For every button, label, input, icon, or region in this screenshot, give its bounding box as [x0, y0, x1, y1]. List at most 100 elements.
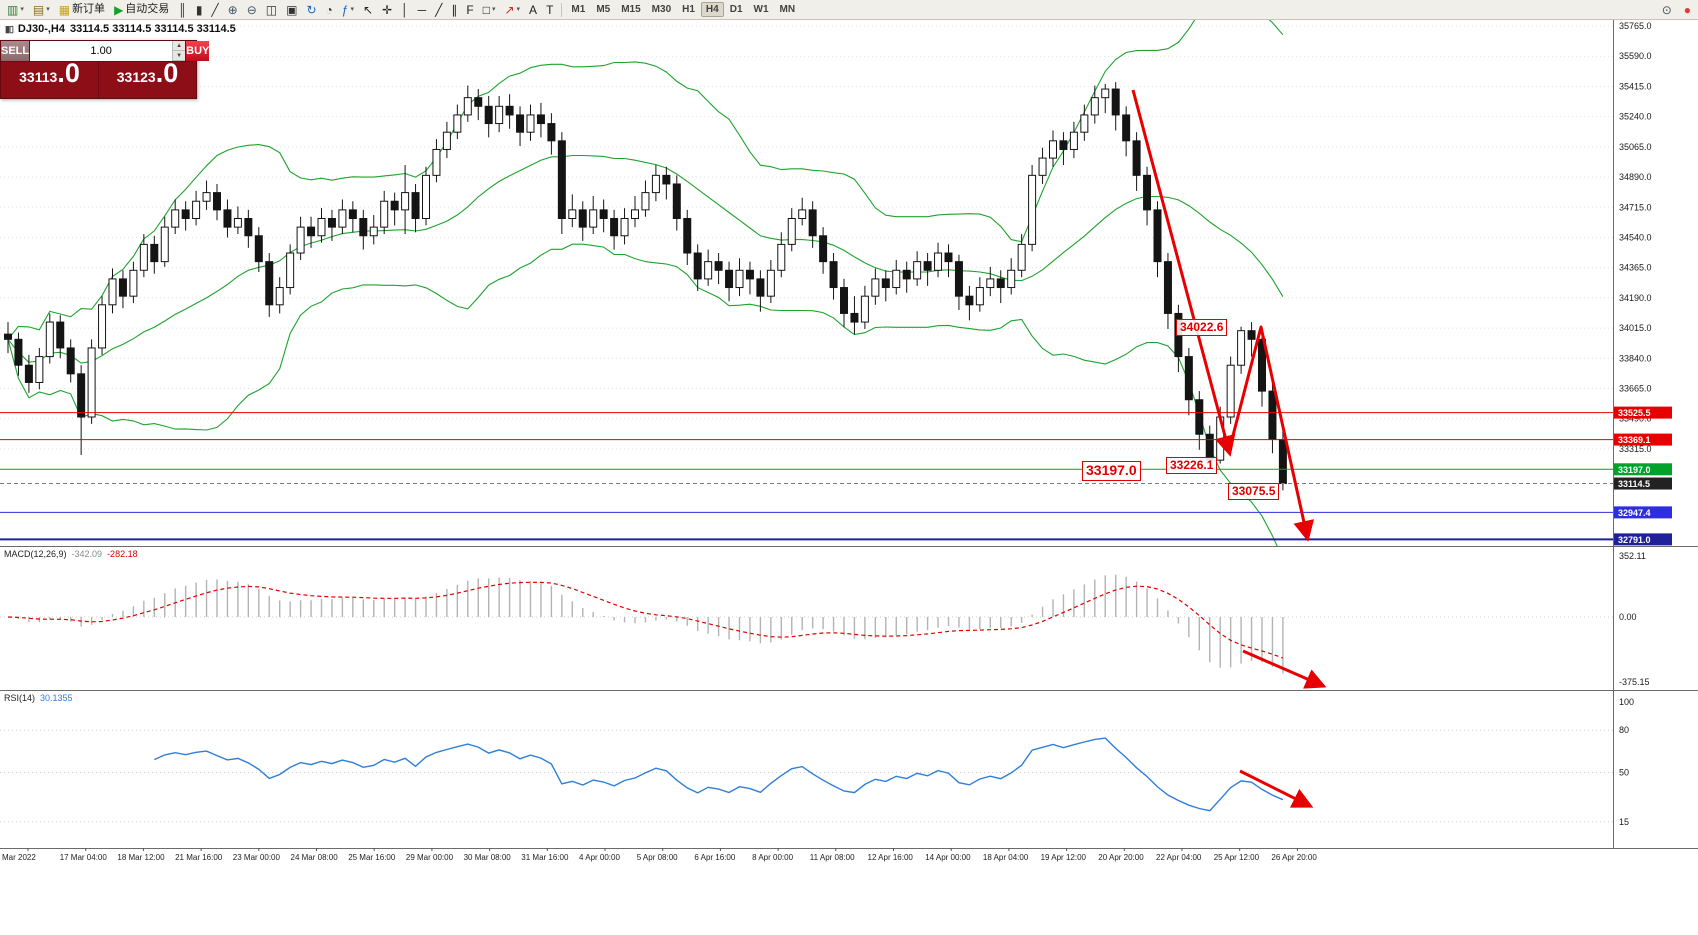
price-axis-label: 35415.0 — [1619, 81, 1652, 91]
cursor-icon[interactable]: ↖ — [359, 2, 377, 18]
zoom-out-icon[interactable]: ⊖ — [243, 2, 261, 18]
shapes-icon[interactable]: □ ▾ — [479, 2, 500, 18]
trend-arrows[interactable] — [1131, 89, 1327, 808]
text-icon[interactable]: A — [525, 2, 541, 18]
time-axis-label: 26 Apr 20:00 — [1271, 853, 1317, 862]
timeframe-h4-button[interactable]: H4 — [700, 2, 724, 17]
search-icon[interactable]: ⊙ — [1658, 2, 1676, 18]
volume-input[interactable] — [30, 41, 173, 61]
volume-increase-button[interactable]: ▲ — [173, 41, 186, 51]
fibonacci-icon[interactable]: F — [462, 2, 477, 18]
volume-box: ▲ ▼ — [29, 41, 187, 61]
timeframe-m30-button[interactable]: M30 — [651, 4, 672, 15]
clock-icon[interactable]: ◔ — [322, 2, 337, 18]
search-icon: ⊙ — [1661, 2, 1672, 17]
macd-value: -342.09 — [71, 549, 103, 559]
refresh-icon: ↻ — [306, 2, 317, 17]
buy-price-pips: .0 — [155, 58, 179, 88]
horizontal-line-icon[interactable]: ─ — [414, 2, 431, 18]
price-axis-label: 33840.0 — [1619, 353, 1652, 363]
horizontal-lines-layer[interactable] — [0, 412, 1613, 541]
bars-chart-icon[interactable]: ║ — [174, 2, 191, 18]
zoom-in-icon[interactable]: ⊕ — [224, 2, 242, 18]
channel-icon[interactable]: ∥ — [447, 2, 461, 18]
price-axis-label: 35765.0 — [1619, 21, 1652, 31]
time-axis[interactable]: Mar 2022 17 Mar 04:00 18 Mar 12:00 21 Mar 1… — [2, 848, 1317, 862]
line-chart-icon[interactable]: ╱ — [207, 2, 222, 18]
price-axis[interactable]: 35765.0 35590.0 35415.0 35240.0 35065.0 34890… — [1614, 21, 1672, 827]
time-axis-label: 5 Apr 08:00 — [637, 853, 678, 862]
rsi-label: RSI(14) — [4, 693, 36, 703]
indicators-icon[interactable]: ƒ ▾ — [338, 2, 358, 18]
timeframe-m1-button[interactable]: M1 — [571, 4, 586, 15]
profiles-icon: ▤ — [32, 2, 45, 17]
order-prices-row: 33113 .0 33123 .0 — [1, 58, 196, 98]
time-axis-label: 25 Apr 12:00 — [1214, 853, 1260, 862]
volume-spinner: ▲ ▼ — [172, 41, 186, 61]
caret-down-icon: ▾ — [350, 6, 354, 13]
time-axis-label: Mar 2022 — [2, 853, 36, 862]
crosshair-icon: ✛ — [382, 2, 393, 17]
tile-windows-icon: ◫ — [265, 2, 278, 17]
buy-price[interactable]: 33123 .0 — [98, 58, 196, 98]
buy-button[interactable]: BUY — [186, 41, 210, 61]
buy-price-main: 33123 — [116, 69, 156, 85]
indicators-icon: ƒ — [341, 2, 349, 17]
price-tag — [1614, 406, 1672, 419]
bars-chart-icon: ║ — [178, 2, 187, 17]
volume-decrease-button[interactable]: ▼ — [173, 51, 186, 61]
timeframe-w1-button[interactable]: W1 — [753, 4, 769, 15]
tile-windows-icon[interactable]: ◫ — [262, 2, 281, 18]
price-annotation[interactable]: 33226.1 — [1166, 457, 1218, 474]
panel-separators[interactable] — [0, 18, 1698, 849]
alert-icon[interactable]: ● — [1680, 2, 1695, 18]
rsi-header: RSI(14) 30.1355 — [4, 693, 73, 703]
vertical-line-icon[interactable]: │ — [397, 2, 413, 18]
new-order-button[interactable]: ▦ 新订单 — [55, 2, 109, 18]
candles-chart-icon[interactable]: ▮ — [192, 2, 207, 18]
time-axis-label: 29 Mar 00:00 — [406, 853, 454, 862]
time-axis-label: 24 Mar 08:00 — [291, 853, 339, 862]
arrows-icon[interactable]: ↗ ▾ — [500, 2, 524, 18]
symbol-period-label: DJ30-,H4 — [17, 23, 65, 35]
caret-down-icon: ▾ — [46, 6, 50, 13]
sell-button[interactable]: SELL — [1, 41, 30, 61]
candlestick-layer — [4, 82, 1287, 491]
time-axis-label: 20 Apr 20:00 — [1098, 853, 1144, 862]
timeframe-h1-button[interactable]: H1 — [682, 4, 695, 15]
data-window-icon: ▣ — [286, 2, 298, 17]
price-annotation[interactable]: 34022.6 — [1176, 319, 1228, 336]
zoom-out-icon: ⊖ — [246, 2, 257, 17]
price-axis-label: 34890.0 — [1619, 172, 1652, 182]
profiles-icon[interactable]: ▤ ▾ — [29, 2, 54, 18]
timeframe-d1-button[interactable]: D1 — [729, 4, 743, 15]
trendline-icon[interactable]: ╱ — [431, 2, 446, 18]
rsi-scale-label: 50 — [1619, 768, 1629, 778]
refresh-icon[interactable]: ↻ — [302, 2, 320, 18]
crosshair-icon[interactable]: ✛ — [378, 2, 396, 18]
timeframe-m15-button[interactable]: M15 — [621, 4, 641, 15]
new-order-button-label: 新订单 — [72, 3, 106, 15]
price-tag — [1614, 506, 1672, 519]
data-window-icon[interactable]: ▣ — [282, 2, 301, 18]
text-label-icon: T — [546, 2, 554, 17]
price-annotation[interactable]: 33075.5 — [1228, 483, 1280, 500]
red-arrow — [1242, 649, 1327, 689]
text-label-icon[interactable]: T — [542, 2, 557, 18]
rsi-scale-label: 80 — [1619, 725, 1629, 735]
new-chart-icon[interactable]: ▥ ▾ — [3, 2, 28, 18]
timeframe-toolbar: M1 M5 M15 M30 H1 H4 D1 W1 MN — [566, 2, 800, 17]
macd-signal-value: -282.18 — [107, 549, 138, 559]
autotrade-button[interactable]: ▶ 自动交易 — [110, 2, 173, 18]
timeframe-mn-button[interactable]: MN — [779, 4, 796, 15]
timeframe-m5-button[interactable]: M5 — [596, 4, 611, 15]
time-axis-label: 14 Apr 00:00 — [925, 853, 971, 862]
price-annotation[interactable]: 33197.0 — [1082, 461, 1141, 481]
price-tag — [1614, 477, 1672, 490]
price-tag — [1614, 433, 1672, 446]
price-axis-label: 34015.0 — [1619, 323, 1652, 333]
price-axis-label: 35240.0 — [1619, 112, 1652, 122]
price-tag-value: 33197.0 — [1618, 465, 1651, 475]
sell-price[interactable]: 33113 .0 — [1, 60, 98, 98]
